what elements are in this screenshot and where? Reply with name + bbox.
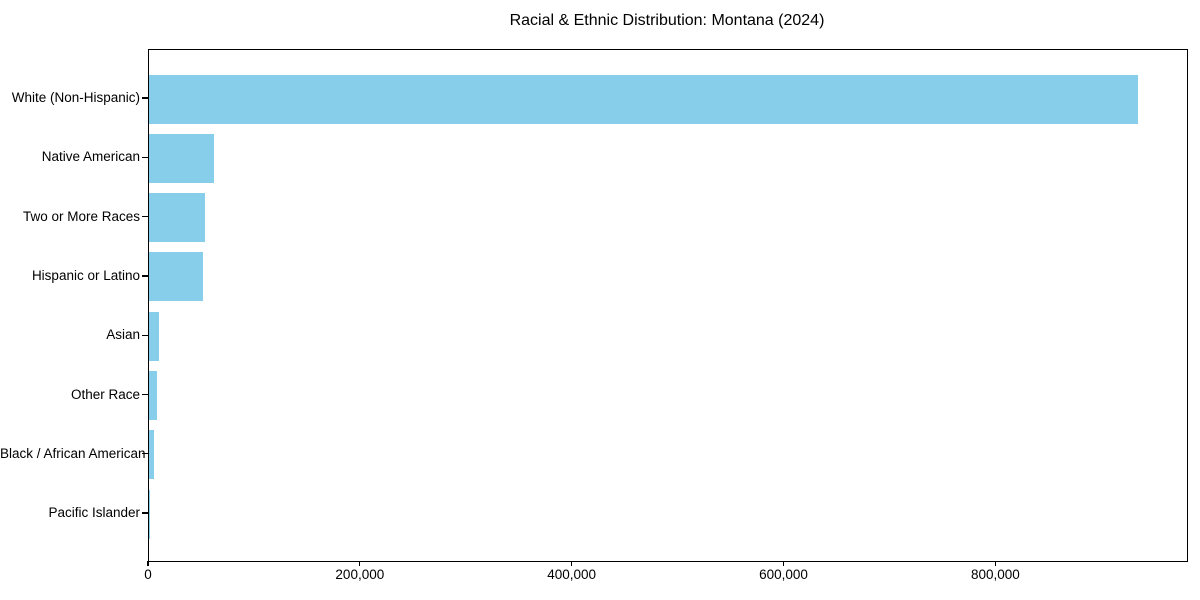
category-label: Asian	[106, 327, 140, 343]
chart-title: Racial & Ethnic Distribution: Montana (2…	[509, 12, 825, 29]
x-tick-label: 400,000	[547, 567, 597, 582]
category-label: White (Non-Hispanic)	[11, 90, 140, 105]
x-tick-mark	[359, 561, 361, 567]
y-tick-mark	[142, 156, 148, 158]
y-tick-mark	[142, 215, 148, 218]
category-label: Two or More Races	[22, 208, 140, 224]
bar-other-race	[149, 371, 157, 420]
category-label: Hispanic or Latino	[31, 267, 140, 283]
bar-white-non-hispanic	[149, 74, 1139, 124]
x-tick-label: 800,000	[970, 567, 1020, 582]
x-tick-label: 0	[144, 567, 152, 582]
x-tick-label: 600,000	[759, 567, 808, 582]
y-tick-mark	[142, 512, 148, 514]
y-tick-mark	[142, 393, 148, 396]
y-tick-mark	[142, 453, 148, 455]
x-tick-mark	[571, 561, 573, 567]
bar-two-or-more-races	[149, 193, 206, 243]
category-label: Pacific Islander	[48, 505, 140, 521]
y-tick-mark	[142, 97, 148, 99]
category-label: Native American	[41, 149, 140, 165]
x-tick-mark	[782, 561, 785, 567]
plot-area	[148, 49, 1188, 562]
x-tick-mark	[147, 561, 149, 567]
y-tick-mark	[142, 334, 148, 336]
bar-black-african-american	[149, 430, 155, 480]
bar-pacific-islander	[149, 489, 151, 539]
category-label: Black / African American	[0, 445, 146, 461]
category-label: Other Race	[70, 386, 140, 402]
x-tick-label: 200,000	[335, 567, 385, 582]
bar-asian	[149, 311, 160, 361]
x-tick-mark	[994, 561, 996, 567]
bar-native-american	[149, 133, 214, 183]
bar-hispanic-or-latino	[149, 252, 204, 302]
y-tick-mark	[142, 275, 148, 277]
